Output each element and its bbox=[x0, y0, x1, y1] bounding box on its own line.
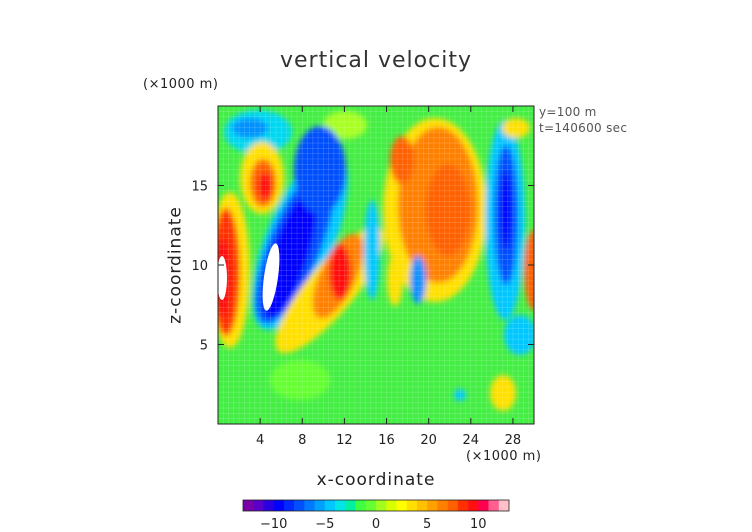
colorbar-tick-label: −5 bbox=[315, 517, 334, 532]
x-tick-label: 16 bbox=[378, 433, 395, 448]
annotation-y-position: y=100 m bbox=[539, 105, 597, 119]
x-tick-label: 4 bbox=[256, 433, 264, 448]
y-scale-note: (×1000 m) bbox=[143, 77, 219, 92]
y-tick-label: 10 bbox=[191, 259, 208, 274]
colorbar-swatch bbox=[396, 500, 407, 511]
colorbar: −10 −5 0 5 10 bbox=[242, 499, 510, 532]
colorbar-tick-label: 5 bbox=[423, 517, 431, 532]
colorbar-swatch bbox=[468, 500, 479, 511]
colorbar-swatch bbox=[243, 500, 254, 511]
colorbar-swatch bbox=[427, 500, 438, 511]
x-scale-note: (×1000 m) bbox=[466, 449, 542, 464]
annotation-time: t=140600 sec bbox=[539, 121, 628, 135]
colorbar-swatch bbox=[355, 500, 367, 511]
x-tick-label: 24 bbox=[463, 433, 480, 448]
colorbar-swatch bbox=[273, 500, 285, 511]
x-axis-label: x-coordinate bbox=[316, 470, 436, 490]
heatmap-field bbox=[218, 106, 534, 424]
grid-lines bbox=[218, 106, 534, 424]
colorbar-tick-label: 0 bbox=[372, 517, 380, 532]
x-tick-label: 20 bbox=[420, 433, 437, 448]
colorbar-swatch bbox=[294, 500, 305, 511]
colorbar-swatch bbox=[376, 500, 387, 511]
colorbar-swatch bbox=[304, 500, 315, 511]
colorbar-swatch bbox=[314, 500, 326, 511]
axis-ticks: 4 8 12 16 20 24 28 5 10 15 bbox=[191, 106, 534, 448]
colorbar-swatch bbox=[406, 500, 418, 511]
colorbar-tick-label: 10 bbox=[470, 517, 487, 532]
colorbar-swatch bbox=[324, 500, 336, 511]
colorbar-swatch bbox=[488, 500, 500, 511]
chart-title: vertical velocity bbox=[279, 48, 472, 73]
colorbar-swatch bbox=[253, 500, 264, 511]
colorbar-swatch bbox=[498, 500, 510, 511]
colorbar-swatch bbox=[437, 500, 448, 511]
colorbar-swatch bbox=[335, 500, 346, 511]
y-tick-label: 15 bbox=[191, 180, 208, 195]
colorbar-swatch bbox=[263, 500, 274, 511]
x-tick-label: 12 bbox=[336, 433, 353, 448]
colorbar-frame bbox=[242, 499, 510, 512]
colorbar-swatch bbox=[345, 500, 356, 511]
colorbar-swatch bbox=[416, 500, 428, 511]
colorbar-swatch bbox=[365, 500, 377, 511]
colorbar-swatch bbox=[283, 500, 295, 511]
colorbar-tick-label: −10 bbox=[260, 517, 287, 532]
colorbar-swatch bbox=[457, 500, 469, 511]
colorbar-swatch bbox=[478, 500, 489, 511]
colorbar-swatch bbox=[386, 500, 397, 511]
x-tick-label: 28 bbox=[505, 433, 522, 448]
colorbar-swatch bbox=[447, 500, 459, 511]
x-tick-label: 8 bbox=[298, 433, 306, 448]
y-tick-label: 5 bbox=[200, 339, 208, 354]
